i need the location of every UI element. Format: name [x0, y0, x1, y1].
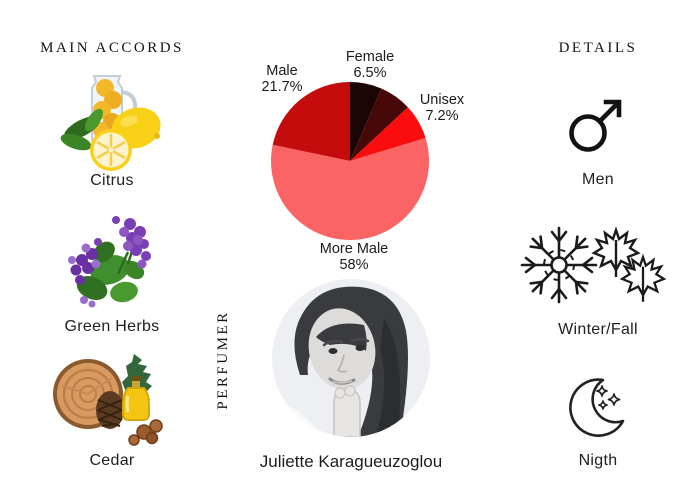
cedar-wood-pinecone-oil-photo [53, 354, 163, 446]
pie-slice-female [350, 82, 382, 161]
accord-green-herbs-image [58, 208, 164, 319]
detail-season-label: Winter/Fall [558, 321, 638, 338]
pie-label-female-name: Female [345, 49, 395, 65]
pie-slice-unisex [350, 107, 426, 161]
accord-citrus-image [56, 62, 166, 177]
pie-label-female-value: 6.5% [353, 65, 387, 81]
pie-slice-male [272, 82, 350, 161]
pie-slice-more-male [270, 138, 429, 240]
detail-time-of-day [562, 374, 632, 449]
detail-gender-label: Men [581, 171, 615, 188]
pie-label-male-value: 21.7% [261, 79, 303, 95]
perfumer-name: Juliette Karagueuzoglou [259, 452, 443, 471]
pie-label-male-name: Male [266, 63, 298, 79]
main-accords-title: MAIN ACCORDS [40, 40, 184, 56]
pie-label-unisex: Unisex 7.2% [382, 92, 502, 124]
pie-label-male: Male 21.7% [222, 63, 342, 95]
pie-label-unisex-name: Unisex [419, 92, 465, 108]
accord-cedar-image [48, 352, 168, 453]
perfumer-photo [272, 279, 430, 437]
details-title: DETAILS [558, 40, 638, 56]
pie-label-female: Female 6.5% [310, 49, 430, 81]
pie-label-unisex-value: 7.2% [425, 108, 459, 124]
perfumer-section-title: PERFUMER [215, 310, 231, 410]
male-mars-icon [569, 99, 622, 152]
citrus-lemons-photo [60, 75, 161, 171]
pie-label-more-male: More Male 58% [294, 241, 414, 273]
gender-pie-chart [270, 82, 429, 240]
accord-cedar-label: Cedar [89, 452, 135, 469]
accord-green-herbs-label: Green Herbs [64, 318, 160, 335]
snowflake-and-maple-leaves-icon [520, 226, 666, 304]
pie-label-more-male-value: 58% [339, 257, 369, 273]
pie-slice-more-female [350, 88, 408, 161]
crescent-moon-with-stars-icon [569, 378, 625, 437]
accord-citrus-label: Citrus [90, 172, 134, 189]
detail-time-of-day-label: Nigth [578, 452, 618, 469]
detail-gender [563, 92, 629, 163]
pie-label-more-male-name: More Male [319, 241, 389, 257]
juliette-karagueuzoglou-portrait-photo [272, 279, 430, 437]
violet-flowers-photo [68, 216, 151, 308]
detail-season [518, 220, 670, 313]
